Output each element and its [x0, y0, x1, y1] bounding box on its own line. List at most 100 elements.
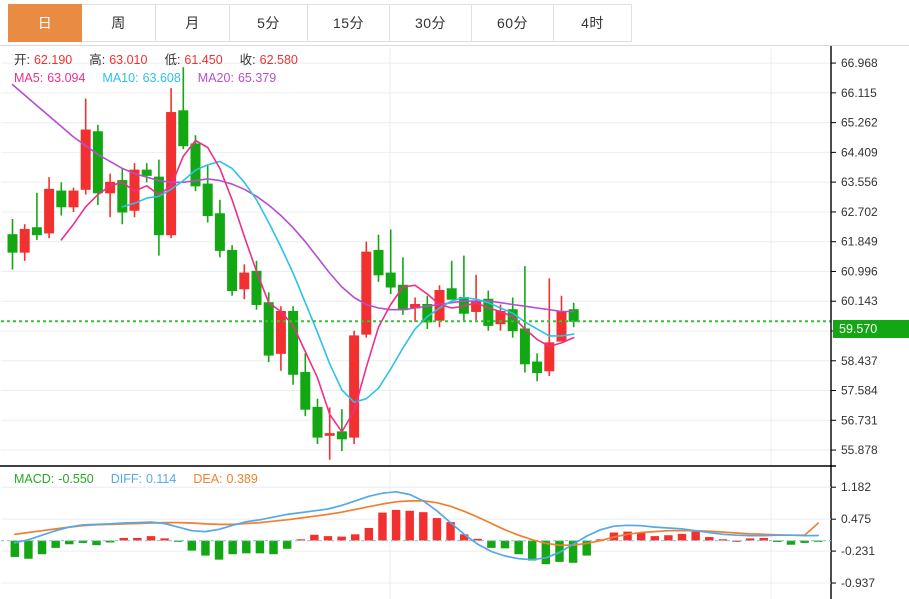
timeframe-tab-0[interactable]: 日 — [8, 4, 82, 42]
macd-histogram-bar — [364, 527, 374, 541]
macd-histogram-bar — [582, 540, 591, 556]
price-axis-tick-label: 61.849 — [841, 235, 878, 249]
macd-histogram-bar — [500, 540, 510, 549]
price-axis-tick-label: 63.556 — [841, 175, 878, 189]
ma10-label: MA10: — [102, 71, 139, 85]
open-value: 62.190 — [33, 53, 73, 67]
macd-histogram-bar — [705, 537, 714, 541]
candlestick — [105, 173, 116, 218]
macd-histogram-bar — [800, 540, 809, 543]
open-label: 开: — [14, 53, 30, 67]
macd-label: MACD: — [14, 472, 55, 486]
timeframe-tab-label: 周 — [111, 15, 126, 31]
macd-histogram-bar — [745, 538, 755, 541]
candlestick — [568, 302, 579, 328]
candlestick — [361, 241, 372, 338]
timeframe-tab-5[interactable]: 30分 — [390, 4, 472, 42]
ma20-label: MA20: — [197, 71, 234, 85]
timeframe-tab-1[interactable]: 周 — [82, 4, 156, 42]
ma5-line — [60, 139, 575, 433]
candlestick — [422, 295, 433, 329]
macd-histogram-bar — [473, 538, 482, 541]
macd-histogram-bar — [514, 540, 523, 555]
high-label: 高: — [89, 53, 106, 67]
macd-histogram-bar — [201, 540, 210, 556]
price-axis-tick-label: 62.702 — [841, 205, 878, 219]
macd-value: -0.550 — [58, 472, 94, 486]
macd-histogram-bar — [65, 540, 74, 545]
timeframe-tab-4[interactable]: 15分 — [308, 4, 390, 42]
ma20-line — [11, 83, 575, 313]
ma5-value: 63.094 — [47, 71, 86, 85]
macd-histogram-bar — [446, 522, 455, 541]
candlestick — [202, 164, 213, 223]
price-axis-tick-label: 65.262 — [841, 116, 878, 130]
ma20-value: 65.379 — [237, 71, 277, 85]
macd-histogram-bar — [636, 532, 646, 541]
chart-area[interactable]: 66.968 66.115 65.262 64.409 63.556 62.702 61.8… — [0, 46, 909, 599]
candlestick — [68, 187, 79, 213]
price-axis-tick-label: 64.409 — [841, 145, 878, 159]
candlestick — [324, 407, 335, 460]
candlestick — [556, 295, 567, 342]
current-price-badge: 59.570 — [833, 320, 909, 338]
macd-histogram-bar — [773, 540, 782, 543]
macd-histogram-bar — [419, 512, 428, 541]
macd-histogram-bar — [119, 537, 128, 541]
candlestick — [385, 229, 396, 295]
candlestick — [141, 163, 152, 183]
dea-label: DEA: — [193, 472, 223, 486]
macd-histogram-bar — [459, 534, 469, 541]
macd-histogram-bar — [10, 540, 20, 557]
macd-axis-tick-label: -0.231 — [841, 544, 875, 558]
high-value: 63.010 — [109, 53, 148, 67]
candlestick — [214, 199, 225, 258]
candlestick-chart-svg: 66.968 66.115 65.262 64.409 63.556 62.702 61.8… — [0, 46, 878, 599]
diff-label: DIFF: — [110, 472, 142, 486]
candlestick — [31, 192, 42, 240]
price-axis-tick-label: 55.878 — [841, 443, 878, 457]
candlestick — [56, 182, 67, 216]
timeframe-tab-3[interactable]: 5分 — [230, 4, 308, 42]
timeframe-tab-label: 15分 — [332, 15, 365, 31]
candlestick — [336, 409, 347, 452]
macd-histogram-bar — [405, 510, 414, 541]
macd-histogram-bar — [24, 540, 33, 559]
timeframe-tab-label: 日 — [37, 15, 53, 31]
macd-histogram-bar — [391, 509, 401, 541]
candlestick — [251, 260, 262, 310]
timeframe-tab-7[interactable]: 4时 — [554, 4, 632, 42]
macd-histogram-bar — [351, 534, 360, 541]
timeframe-tab-2[interactable]: 月 — [156, 4, 230, 42]
dea-line — [13, 500, 820, 547]
macd-histogram-bar — [105, 540, 115, 543]
candlestick — [166, 88, 177, 239]
candlestick — [349, 330, 360, 445]
macd-histogram-bar — [323, 536, 333, 541]
candlestick — [239, 264, 250, 300]
macd-histogram-bar — [173, 540, 183, 542]
macd-histogram-bar — [133, 537, 142, 541]
candlestick — [300, 353, 311, 417]
price-axis-tick-label: 56.731 — [841, 413, 878, 427]
timeframe-tab-6[interactable]: 60分 — [472, 4, 554, 42]
timeframe-tab-label: 4时 — [581, 15, 604, 31]
ma10-value: 63.608 — [142, 71, 181, 85]
ohlc-legend: 开: 62.190 高: 63.010 低: 61.450 收: 62.580 — [14, 54, 302, 67]
macd-histogram-bar — [664, 535, 673, 541]
macd-histogram-bar — [255, 540, 265, 554]
diff-line — [13, 490, 820, 561]
candlestick — [373, 234, 384, 282]
close-label: 收: — [239, 53, 256, 67]
macd-axis-tick-label: 0.475 — [841, 512, 871, 526]
candlestick — [117, 168, 128, 225]
candlestick — [312, 398, 323, 445]
candlestick — [153, 159, 164, 256]
macd-histogram-bar — [432, 518, 442, 541]
timeframe-tab-bar: 日 周 月 5分 15分 30分 60分 4时 — [0, 0, 909, 46]
macd-histogram-bar — [146, 536, 156, 541]
candlestick — [92, 124, 103, 206]
candlestick — [227, 245, 238, 296]
candlestick — [190, 135, 201, 192]
candlestick — [544, 278, 555, 377]
